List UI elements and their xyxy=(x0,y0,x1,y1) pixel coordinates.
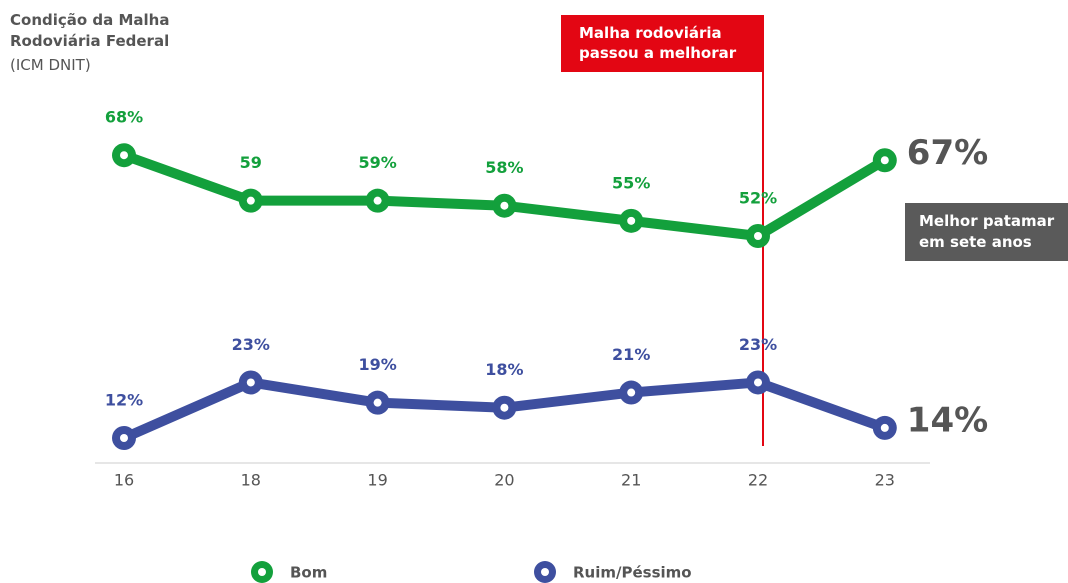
value-label: 52% xyxy=(739,189,777,208)
annotation: Melhor patamar em sete anos xyxy=(905,203,1068,261)
value-label: 19% xyxy=(358,355,396,374)
chart-title: Condição da Malha Rodoviária Federal xyxy=(10,11,170,50)
value-label: 23% xyxy=(232,335,270,354)
x-tick-label: 22 xyxy=(748,471,768,490)
annotation: Malha rodoviária passou a melhorar xyxy=(561,15,763,72)
legend-label: Ruim/Péssimo xyxy=(573,564,692,582)
value-label: 68% xyxy=(105,108,143,127)
x-tick-label: 16 xyxy=(114,471,134,490)
marker-center xyxy=(373,398,382,407)
marker-center xyxy=(500,403,509,412)
legend-label: Bom xyxy=(290,564,327,582)
x-tick-label: 19 xyxy=(367,471,387,490)
x-tick-label: 21 xyxy=(621,471,641,490)
value-label: 58% xyxy=(485,158,523,177)
x-tick-label: 20 xyxy=(494,471,514,490)
x-tick-label: 23 xyxy=(875,471,895,490)
marker-center xyxy=(246,196,255,205)
value-label: 55% xyxy=(612,173,650,192)
value-label: 67% xyxy=(907,133,988,173)
marker-center xyxy=(627,388,636,397)
marker-center xyxy=(627,216,636,225)
marker-center xyxy=(120,434,128,442)
value-label: 12% xyxy=(105,391,143,410)
value-label: 18% xyxy=(485,360,523,379)
value-label: 59% xyxy=(358,153,396,172)
value-label: 21% xyxy=(612,345,650,364)
marker-center xyxy=(120,151,128,160)
marker-center xyxy=(500,201,509,210)
value-label: 23% xyxy=(739,335,777,354)
marker-center xyxy=(880,156,889,165)
marker-center xyxy=(754,232,762,240)
marker-center xyxy=(541,568,549,576)
x-tick-label: 18 xyxy=(241,471,261,490)
value-label: 14% xyxy=(907,400,988,440)
marker-center xyxy=(754,378,762,387)
marker-center xyxy=(880,423,889,432)
chart-subtitle: (ICM DNIT) xyxy=(10,56,91,74)
marker-center xyxy=(246,378,255,387)
value-label: 59 xyxy=(240,153,262,172)
marker-center xyxy=(373,196,382,205)
marker-center xyxy=(258,568,266,576)
